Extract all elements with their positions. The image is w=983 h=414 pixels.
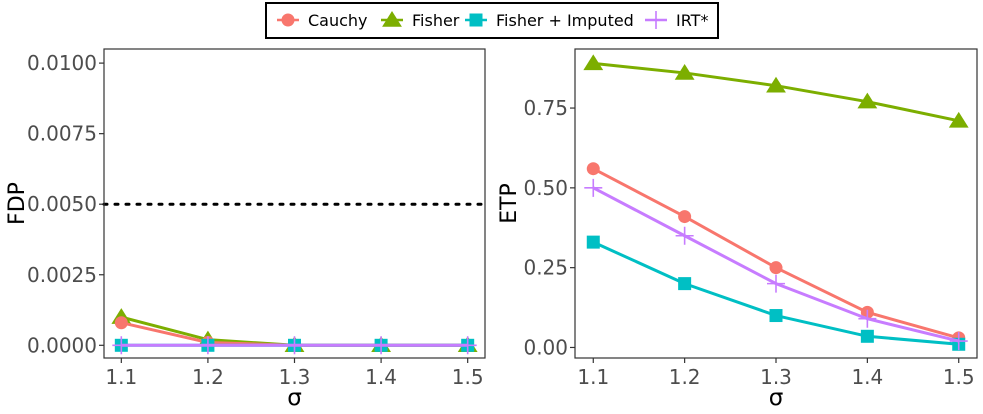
data-point [198,336,217,355]
legend [265,2,719,39]
legend-key-marker [469,13,483,27]
y-tick-label: 0.0025 [27,263,97,287]
data-point [586,162,600,176]
y-axis-title: ETP [497,183,522,224]
x-tick-label: 1.2 [669,365,701,389]
data-point [114,316,128,330]
data-point [285,336,304,355]
legend-label: IRT* [676,11,708,30]
legend-item: Fisher + Imputed [465,11,634,30]
series-fisher-imputed [586,235,966,351]
panel-border [103,48,486,359]
data-point [860,329,874,343]
fdp-panel: 0.0000 0.0025 0.0050 0.0075 0.0100 1.1 1.2 1.3 1… [5,48,487,411]
x-tick-label: 1.1 [577,365,609,389]
data-point [949,332,968,351]
data-point [678,210,692,224]
legend-item: Cauchy [277,11,368,30]
legend-item: IRT* [645,11,708,30]
etp-panel: 0.00 0.25 0.50 0.75 1.1 1.2 1.3 1.4 1.5 σ ETP [497,48,978,411]
legend-label: Fisher [412,11,460,30]
x-axis-title: σ [769,385,784,411]
x-tick-label: 1.5 [943,365,975,389]
data-point [586,235,600,249]
series-fisher [583,54,969,128]
data-point [766,76,786,93]
data-point [372,336,391,355]
legend-label: Cauchy [308,11,368,30]
data-point [769,309,783,323]
x-tick-label: 1.1 [105,365,137,389]
legend-key-marker [281,13,295,27]
y-tick-label: 0.50 [523,176,568,200]
y-tick-label: 0.75 [523,96,568,120]
data-point [767,274,785,293]
x-axis-title: σ [287,385,302,411]
data-point [674,63,695,80]
series-irt [112,336,477,355]
x-tick-label: 1.2 [192,365,224,389]
y-tick-label: 0.0100 [27,51,97,75]
legend-key-marker [382,11,402,27]
x-tick-label: 1.5 [452,365,484,389]
data-point [112,336,131,355]
data-point [458,336,477,355]
data-point [769,261,783,275]
series-irt [584,178,968,351]
y-tick-label: 0.25 [523,256,568,280]
y-tick-label: 0.00 [523,335,568,359]
y-tick-label: 0.0000 [27,333,97,357]
data-point [584,178,603,197]
x-tick-label: 1.3 [760,365,792,389]
y-axis-title: FDP [5,182,30,225]
data-point [948,111,969,128]
legend-items: Cauchy Fisher Fisher + Imputed IRT* [277,11,708,30]
data-point [858,309,877,328]
y-tick-label: 0.0050 [27,192,97,216]
x-tick-label: 1.4 [365,365,397,389]
panel-border [574,48,978,359]
legend-item: Fisher [381,11,460,30]
data-point [583,54,604,71]
legend-key-marker [647,11,665,29]
x-tick-label: 1.3 [279,365,311,389]
legend-label: Fisher + Imputed [496,11,634,30]
x-tick-label: 1.4 [851,365,883,389]
data-point [857,92,878,109]
data-point [675,226,694,245]
y-tick-label: 0.0075 [27,122,97,146]
data-point [678,277,692,291]
